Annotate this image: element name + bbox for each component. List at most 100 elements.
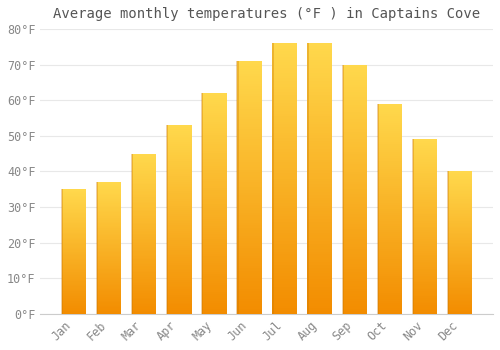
Bar <box>342 167 367 169</box>
Bar <box>342 85 367 87</box>
Bar <box>448 302 472 304</box>
Bar <box>378 184 402 186</box>
Bar <box>378 207 402 209</box>
Bar <box>237 94 262 97</box>
Bar <box>237 279 262 281</box>
Bar <box>202 117 226 120</box>
Bar <box>308 51 332 54</box>
Bar <box>167 234 192 237</box>
Bar <box>448 278 472 280</box>
Bar <box>413 162 438 164</box>
Bar <box>237 301 262 304</box>
Bar <box>272 287 297 289</box>
Bar <box>132 205 156 206</box>
Bar <box>272 157 297 160</box>
Bar <box>378 312 402 314</box>
Bar <box>342 207 367 209</box>
Bar <box>378 295 402 297</box>
Bar <box>378 114 402 117</box>
Bar <box>378 261 402 264</box>
Bar <box>202 307 226 309</box>
Bar <box>308 298 332 300</box>
Bar <box>342 82 367 85</box>
Bar <box>272 238 297 241</box>
Bar <box>378 236 402 238</box>
Bar <box>448 313 472 314</box>
Bar <box>378 104 402 106</box>
Bar <box>167 286 192 287</box>
Bar <box>237 208 262 210</box>
Bar <box>378 299 402 301</box>
Bar <box>378 205 402 207</box>
Bar <box>96 183 122 185</box>
Bar <box>167 133 192 135</box>
Bar <box>167 125 192 127</box>
Bar <box>342 264 367 267</box>
Bar <box>308 149 332 152</box>
Bar <box>378 266 402 268</box>
Bar <box>167 212 192 214</box>
Bar <box>132 284 156 285</box>
Bar <box>378 291 402 293</box>
Bar <box>202 111 226 113</box>
Bar <box>308 119 332 122</box>
Bar <box>96 285 122 286</box>
Bar <box>96 311 122 313</box>
Bar <box>448 189 472 190</box>
Bar <box>202 190 226 192</box>
Bar <box>96 276 122 277</box>
Bar <box>62 249 86 250</box>
Bar <box>377 104 379 314</box>
Bar <box>448 267 472 268</box>
Bar <box>308 49 332 51</box>
Bar <box>167 176 192 178</box>
Bar <box>272 187 297 189</box>
Bar <box>132 253 156 254</box>
Bar <box>62 237 86 238</box>
Bar <box>272 225 297 227</box>
Bar <box>237 240 262 243</box>
Bar <box>62 230 86 232</box>
Bar <box>237 71 262 74</box>
Bar <box>132 203 156 205</box>
Bar <box>202 201 226 203</box>
Bar <box>378 276 402 278</box>
Bar <box>342 217 367 219</box>
Bar <box>96 251 122 252</box>
Bar <box>62 252 86 253</box>
Bar <box>167 135 192 136</box>
Bar <box>448 308 472 310</box>
Bar <box>62 232 86 233</box>
Bar <box>132 221 156 223</box>
Bar <box>62 272 86 273</box>
Bar <box>202 243 226 245</box>
Bar <box>448 231 472 233</box>
Bar <box>167 280 192 282</box>
Bar <box>342 284 367 286</box>
Bar <box>272 54 297 57</box>
Bar <box>96 293 122 294</box>
Bar <box>62 196 86 197</box>
Bar <box>96 212 122 214</box>
Bar <box>272 271 297 273</box>
Bar <box>413 174 438 176</box>
Bar <box>308 195 332 197</box>
Bar <box>378 232 402 234</box>
Bar <box>308 181 332 184</box>
Bar <box>272 252 297 254</box>
Bar <box>308 76 332 78</box>
Bar <box>167 159 192 161</box>
Bar <box>237 258 262 261</box>
Bar <box>96 194 122 195</box>
Bar <box>342 261 367 264</box>
Bar <box>378 146 402 148</box>
Bar <box>96 204 122 206</box>
Bar <box>167 265 192 267</box>
Bar <box>132 308 156 309</box>
Bar <box>237 139 262 142</box>
Bar <box>62 261 86 263</box>
Bar <box>96 241 122 243</box>
Bar <box>448 250 472 251</box>
Bar <box>202 245 226 248</box>
Bar <box>378 264 402 266</box>
